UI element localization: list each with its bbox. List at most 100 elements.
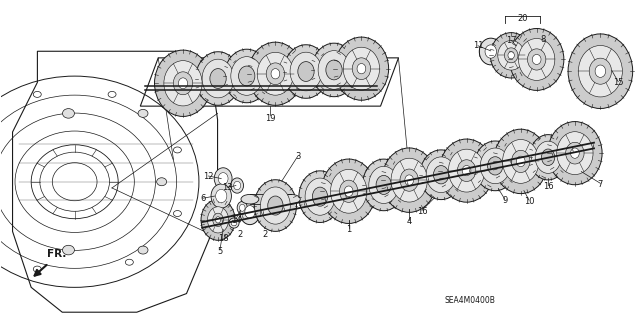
Ellipse shape [420, 150, 462, 200]
Ellipse shape [125, 259, 133, 265]
Ellipse shape [504, 48, 518, 63]
Ellipse shape [493, 129, 548, 194]
Text: 2: 2 [262, 230, 267, 239]
Ellipse shape [196, 52, 241, 105]
Ellipse shape [391, 158, 428, 202]
Ellipse shape [231, 178, 244, 193]
Ellipse shape [173, 147, 181, 153]
Ellipse shape [426, 157, 456, 193]
Ellipse shape [108, 92, 116, 97]
Text: SEA4M0400B: SEA4M0400B [444, 296, 495, 305]
Text: 6: 6 [200, 194, 205, 203]
Ellipse shape [511, 150, 530, 173]
Text: 5: 5 [218, 247, 223, 256]
Text: 16: 16 [543, 182, 554, 191]
Text: 7: 7 [598, 181, 603, 189]
Ellipse shape [239, 66, 255, 86]
Ellipse shape [344, 186, 353, 197]
Ellipse shape [201, 199, 235, 240]
Ellipse shape [312, 43, 356, 97]
Text: 18: 18 [218, 234, 228, 243]
Ellipse shape [369, 166, 399, 204]
Ellipse shape [164, 61, 202, 106]
Ellipse shape [298, 62, 314, 81]
Text: 12: 12 [204, 172, 214, 181]
Ellipse shape [439, 139, 494, 202]
Ellipse shape [210, 69, 226, 88]
Ellipse shape [498, 41, 525, 70]
Text: 13: 13 [222, 183, 233, 192]
Text: 8: 8 [540, 35, 546, 44]
Text: 17: 17 [506, 36, 516, 45]
Ellipse shape [541, 149, 555, 166]
Ellipse shape [566, 142, 584, 164]
Ellipse shape [548, 122, 602, 185]
Ellipse shape [532, 55, 541, 64]
Text: 15: 15 [613, 78, 623, 87]
Ellipse shape [529, 135, 566, 180]
Ellipse shape [405, 175, 413, 185]
Ellipse shape [212, 213, 223, 226]
Ellipse shape [268, 196, 283, 215]
Ellipse shape [595, 65, 605, 78]
Ellipse shape [231, 57, 262, 95]
Ellipse shape [568, 34, 633, 108]
Ellipse shape [33, 92, 41, 97]
Ellipse shape [299, 171, 341, 222]
Ellipse shape [312, 187, 328, 206]
Ellipse shape [229, 218, 239, 228]
Ellipse shape [339, 180, 358, 202]
Ellipse shape [570, 148, 579, 158]
Ellipse shape [248, 42, 303, 105]
Ellipse shape [202, 59, 234, 98]
Ellipse shape [462, 166, 471, 176]
Ellipse shape [290, 52, 322, 91]
Text: 11: 11 [473, 41, 483, 50]
Text: 16: 16 [417, 207, 428, 216]
Ellipse shape [218, 173, 228, 184]
Text: 20: 20 [517, 14, 528, 23]
Ellipse shape [518, 39, 555, 80]
Ellipse shape [527, 49, 546, 70]
Ellipse shape [330, 169, 367, 213]
Text: 14: 14 [230, 216, 241, 225]
Ellipse shape [508, 52, 515, 59]
Ellipse shape [357, 63, 366, 74]
Text: 19: 19 [265, 114, 276, 123]
Ellipse shape [234, 182, 241, 190]
Ellipse shape [479, 38, 502, 65]
Text: 3: 3 [295, 152, 300, 161]
Ellipse shape [458, 160, 476, 182]
Ellipse shape [138, 246, 148, 254]
Ellipse shape [343, 47, 380, 90]
Ellipse shape [305, 178, 335, 215]
Text: 10: 10 [524, 197, 534, 206]
Ellipse shape [241, 195, 259, 204]
Ellipse shape [240, 199, 260, 225]
Ellipse shape [321, 159, 376, 224]
Ellipse shape [33, 266, 41, 272]
Ellipse shape [481, 148, 510, 184]
Ellipse shape [225, 49, 269, 103]
Text: 2: 2 [237, 230, 243, 239]
Ellipse shape [63, 245, 74, 255]
Ellipse shape [376, 175, 392, 195]
Ellipse shape [490, 33, 532, 78]
Ellipse shape [260, 187, 291, 224]
Ellipse shape [318, 51, 350, 89]
Ellipse shape [535, 141, 561, 174]
Ellipse shape [266, 63, 285, 85]
Text: 9: 9 [502, 196, 508, 205]
Ellipse shape [352, 58, 371, 79]
Ellipse shape [449, 149, 484, 192]
Ellipse shape [237, 201, 247, 214]
Ellipse shape [254, 180, 296, 231]
Ellipse shape [284, 45, 328, 98]
Ellipse shape [502, 139, 539, 183]
Ellipse shape [216, 217, 221, 223]
Ellipse shape [245, 205, 255, 218]
Ellipse shape [63, 108, 74, 118]
Ellipse shape [239, 204, 245, 211]
Ellipse shape [211, 184, 232, 208]
Ellipse shape [557, 132, 593, 174]
